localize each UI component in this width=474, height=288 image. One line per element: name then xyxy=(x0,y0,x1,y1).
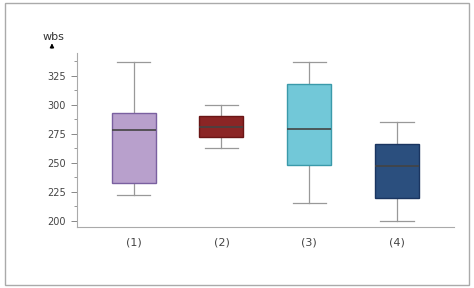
Text: wbs: wbs xyxy=(43,32,64,42)
Text: (2): (2) xyxy=(213,237,229,247)
Bar xyxy=(287,84,331,165)
Text: (4): (4) xyxy=(389,237,405,247)
Text: (3): (3) xyxy=(301,237,317,247)
Text: (1): (1) xyxy=(126,237,141,247)
Bar xyxy=(375,144,419,198)
Bar xyxy=(112,113,155,183)
Bar xyxy=(200,116,244,137)
